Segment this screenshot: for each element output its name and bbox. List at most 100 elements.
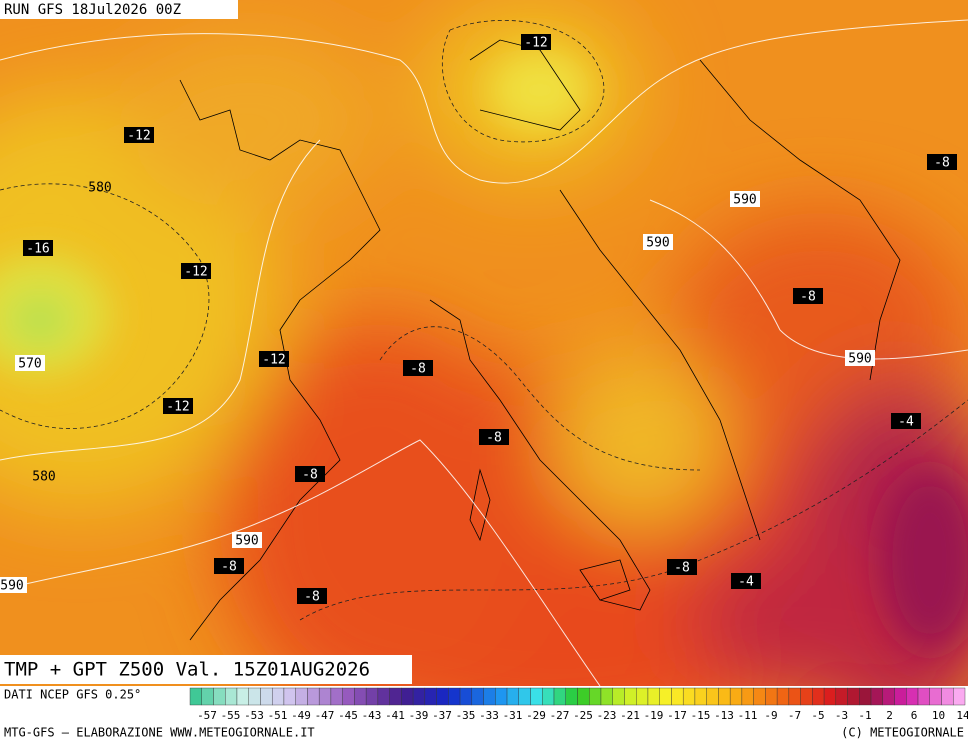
scale-cell — [271, 687, 285, 706]
contour-label: 580 — [32, 470, 55, 485]
scale-label: -45 — [338, 709, 358, 722]
scale-label: -41 — [385, 709, 405, 722]
scale-cell — [694, 687, 707, 706]
scale-cell — [436, 687, 449, 706]
scale-cell — [906, 687, 919, 706]
run-label: RUN GFS 18Jul2026 00Z — [4, 2, 181, 18]
scale-label: -19 — [644, 709, 664, 722]
scale-cell — [389, 687, 402, 706]
scale-cell — [847, 687, 860, 706]
scale-label: -27 — [550, 709, 570, 722]
label-box — [403, 360, 433, 376]
label-box — [891, 413, 921, 429]
scale-cell — [542, 687, 555, 706]
scale-cell — [859, 687, 872, 706]
scale-label: -15 — [691, 709, 711, 722]
contour-label: -4 — [898, 415, 914, 430]
scale-cell — [424, 687, 437, 706]
scale-cell — [706, 687, 719, 706]
contour-label: 580 — [88, 181, 111, 196]
coastlines — [179, 39, 901, 641]
contour-label: -12 — [184, 265, 207, 280]
contour-label: -12 — [166, 400, 189, 415]
label-box — [667, 559, 697, 575]
scale-cell — [577, 687, 590, 706]
scale-label: -1 — [858, 709, 871, 722]
contour-label: -8 — [304, 590, 320, 605]
scale-cell — [412, 687, 426, 706]
scale-cell — [354, 687, 367, 706]
scale-label: -57 — [197, 709, 217, 722]
contour-labels: -12 -12 580 -16 -12 570 -12 -12 580 590 590 -8 -8 590… — [0, 34, 957, 605]
scale-cell — [318, 687, 332, 706]
scale-label: -5 — [811, 709, 824, 722]
scale-cell — [189, 687, 202, 706]
scale-label: 6 — [911, 709, 918, 722]
scale-cell — [624, 687, 637, 706]
scale-cell — [448, 687, 461, 706]
label-box — [124, 127, 154, 143]
scale-cell — [647, 687, 660, 706]
caption: TMP + GPT Z500 Val. 15Z01AUG2026 — [4, 659, 370, 681]
scale-cell — [248, 687, 261, 706]
contour-label: 590 — [848, 352, 871, 367]
scale-cell — [800, 687, 813, 706]
scale-label: -25 — [573, 709, 593, 722]
scale-label: -35 — [456, 709, 476, 722]
contour-label: -12 — [262, 353, 285, 368]
scale-cell — [894, 687, 907, 706]
scale-label: -49 — [291, 709, 311, 722]
contour-label: 570 — [18, 357, 41, 372]
scale-cell — [342, 687, 355, 706]
scale-cell — [225, 687, 238, 706]
contour-label: -4 — [738, 575, 754, 590]
label-box — [163, 398, 193, 414]
label-box — [297, 588, 327, 604]
scale-label: -7 — [788, 709, 801, 722]
scale-cell — [776, 687, 790, 706]
caption-box — [0, 655, 412, 684]
label-box — [232, 532, 262, 548]
scale-cell — [741, 687, 754, 706]
scale-cell — [589, 687, 602, 706]
label-box — [0, 577, 27, 593]
scale-cell — [917, 687, 930, 706]
scale-label: -17 — [667, 709, 687, 722]
label-box — [23, 240, 53, 256]
scale-cell — [495, 687, 508, 706]
scale-cell — [401, 687, 414, 706]
scale-cell — [518, 687, 531, 706]
scale-cell — [671, 687, 684, 706]
label-box — [730, 191, 760, 207]
contour-label: -8 — [674, 561, 690, 576]
contour-label: 590 — [235, 534, 258, 549]
contour-label: 590 — [733, 193, 756, 208]
scale-label: -51 — [268, 709, 288, 722]
scale-cell — [530, 687, 543, 706]
scale-label: -33 — [479, 709, 499, 722]
scale-cell — [330, 687, 343, 706]
contour-label: -8 — [221, 560, 237, 575]
label-box — [927, 154, 957, 170]
label-box — [521, 34, 551, 50]
scale-cell — [718, 687, 731, 706]
contour-label: 590 — [0, 579, 23, 594]
scale-cell — [471, 687, 484, 706]
color-scale: -57 -55 -53 -51 -49 -47 -45 -43 -41 -39 -37 -35 -33-… — [189, 687, 968, 722]
scale-cell — [307, 687, 320, 706]
scale-cell — [201, 687, 214, 706]
contour-label: -8 — [934, 156, 950, 171]
scale-label: 10 — [932, 709, 945, 722]
contour-label: -8 — [302, 468, 318, 483]
scale-cell — [659, 687, 672, 706]
scale-label: 2 — [886, 709, 893, 722]
credit-left: MTG-GFS — ELABORAZIONE WWW.METEOGIORNALE… — [4, 726, 315, 740]
scale-cell — [729, 687, 743, 706]
label-box — [731, 573, 761, 589]
scale-cell — [612, 687, 625, 706]
label-box — [643, 234, 673, 250]
scale-cell — [941, 687, 954, 706]
scale-cell — [365, 687, 379, 706]
scale-label: -21 — [620, 709, 640, 722]
